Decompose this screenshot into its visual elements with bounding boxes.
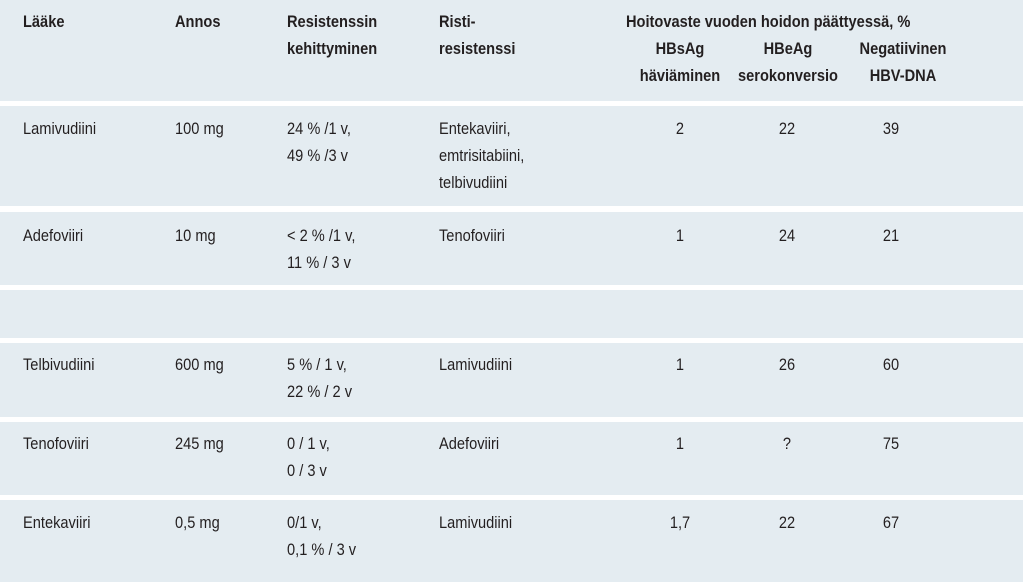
row-telbivudiini-dna: 60 [882,355,900,374]
row-adefoviiri-dna: 21 [882,226,900,245]
row-telbivudiini-resistance-1: 5 % / 1 v, [287,355,347,374]
header-dna-line1: Negatiivinen [859,39,947,58]
row-entekaviiri-hbsag: 1,7 [669,513,691,532]
row-adefoviiri-hbsag: 1 [675,226,685,245]
row-lamivudiini-resistance-2: 49 % /3 v [287,146,348,165]
row-adefoviiri-drug: Adefoviiri [23,226,84,245]
row-adefoviiri-hbeag: 24 [778,226,796,245]
row-tenofoviiri-dose: 245 mg [175,434,224,453]
header-dna-line2: HBV-DNA [869,66,937,85]
header-hbsag-line2: häviäminen [639,66,721,85]
row-tenofoviiri-resistance-2: 0 / 3 v [287,461,327,480]
row-tenofoviiri-cross-1: Adefoviiri [439,434,500,453]
row-lamivudiini-cross-3: telbivudiini [439,173,508,192]
row-band-telbivudiini [0,343,1023,417]
row-band-lamivudiini [0,106,1023,206]
row-entekaviiri-resistance-1: 0/1 v, [287,513,322,532]
row-adefoviiri-cross-1: Tenofoviiri [439,226,505,245]
row-band-adefoviiri [0,212,1023,285]
row-entekaviiri-hbeag: 22 [778,513,796,532]
row-lamivudiini-dose: 100 mg [175,119,224,138]
row-telbivudiini-resistance-2: 22 % / 2 v [287,382,353,401]
header-dose: Annos [175,12,221,31]
row-entekaviiri-cross-1: Lamivudiini [439,513,513,532]
row-lamivudiini-resistance-1: 24 % /1 v, [287,119,351,138]
row-lamivudiini-hbeag: 22 [778,119,796,138]
row-lamivudiini-drug: Lamivudiini [23,119,97,138]
row-tenofoviiri-dna: 75 [882,434,900,453]
row-band-tenofoviiri [0,422,1023,495]
row-band-empty [0,290,1023,338]
header-resistance-line1: Resistenssin [287,12,378,31]
header-cross-line2: resistenssi [439,39,516,58]
row-band-entekaviiri [0,500,1023,582]
row-tenofoviiri-hbsag: 1 [675,434,685,453]
header-cross-line1: Risti- [439,12,476,31]
header-hbeag-line2: serokonversio [738,66,838,85]
row-telbivudiini-cross-1: Lamivudiini [439,355,513,374]
row-adefoviiri-dose: 10 mg [175,226,216,245]
row-telbivudiini-hbsag: 1 [675,355,685,374]
row-entekaviiri-dna: 67 [882,513,900,532]
header-hbsag-line1: HBsAg [655,39,705,58]
row-tenofoviiri-resistance-1: 0 / 1 v, [287,434,330,453]
row-lamivudiini-cross-2: emtrisitabiini, [439,146,525,165]
row-adefoviiri-resistance-1: < 2 % /1 v, [287,226,356,245]
row-telbivudiini-dose: 600 mg [175,355,224,374]
row-lamivudiini-cross-1: Entekaviiri, [439,119,511,138]
row-entekaviiri-resistance-2: 0,1 % / 3 v [287,540,357,559]
header-drug: Lääke [23,12,65,31]
row-adefoviiri-resistance-2: 11 % / 3 v [287,253,351,272]
header-resistance-line2: kehittyminen [287,39,378,58]
row-tenofoviiri-drug: Tenofoviiri [23,434,89,453]
row-entekaviiri-dose: 0,5 mg [175,513,220,532]
row-tenofoviiri-hbeag: ? [782,434,792,453]
row-lamivudiini-hbsag: 2 [675,119,685,138]
row-lamivudiini-dna: 39 [882,119,900,138]
row-telbivudiini-hbeag: 26 [778,355,796,374]
row-entekaviiri-drug: Entekaviiri [23,513,91,532]
header-hbeag-line1: HBeAg [763,39,813,58]
header-group-title: Hoitovaste vuoden hoidon päättyessä, % [626,12,911,31]
header-band [0,0,1023,101]
row-telbivudiini-drug: Telbivudiini [23,355,95,374]
